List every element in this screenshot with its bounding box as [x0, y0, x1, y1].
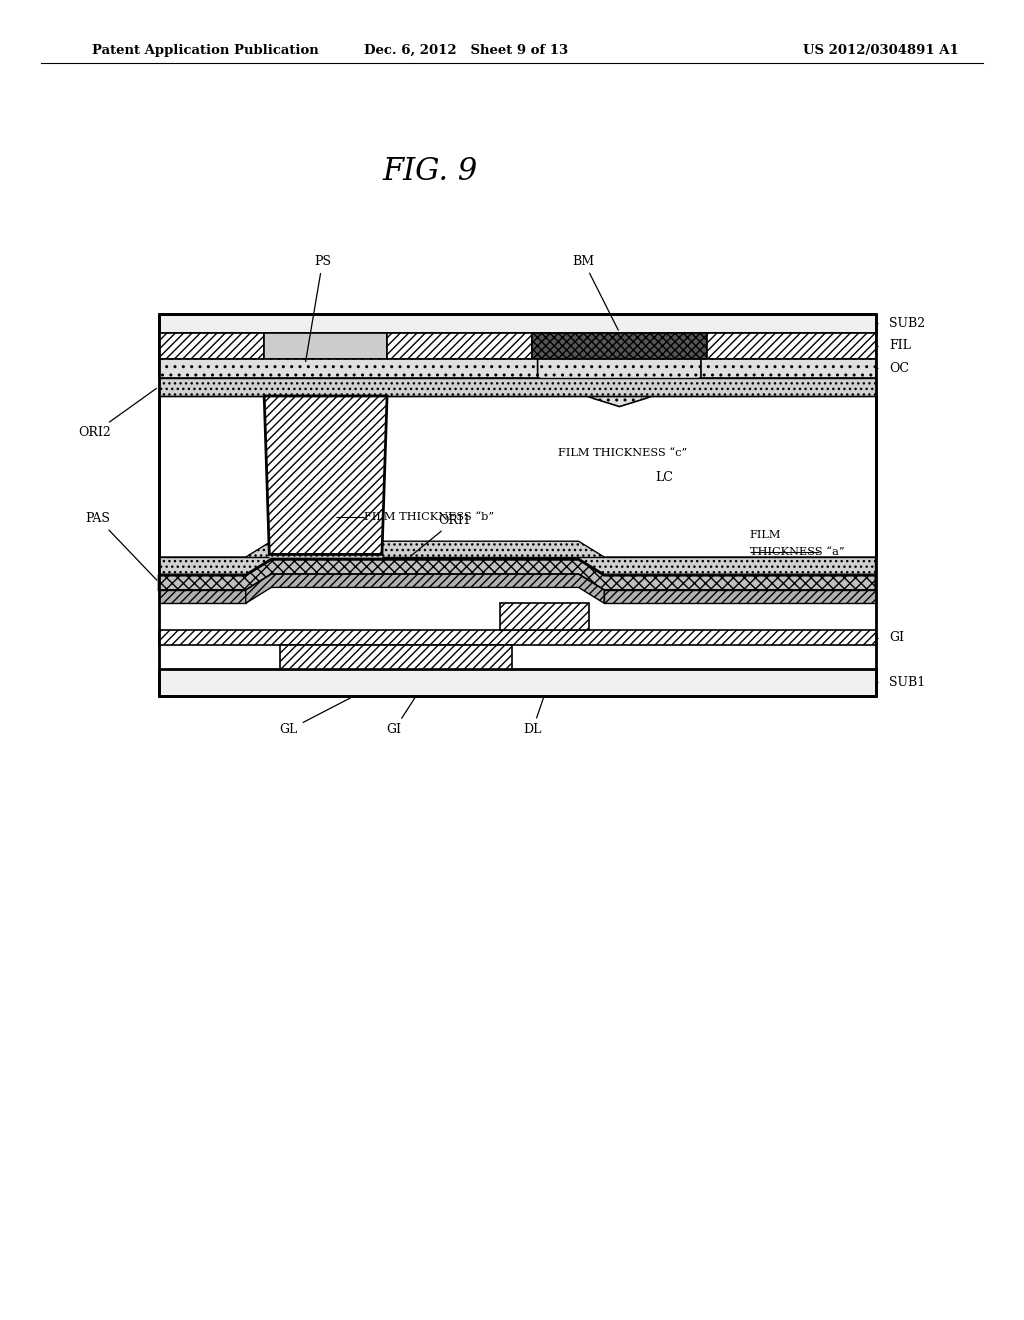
Text: PAS: PAS [86, 512, 157, 579]
Polygon shape [159, 378, 876, 396]
Polygon shape [280, 645, 512, 669]
Text: ORI1: ORI1 [412, 513, 471, 556]
Text: BM: BM [572, 255, 618, 330]
Polygon shape [159, 541, 876, 574]
Text: SUB2: SUB2 [889, 317, 925, 330]
Text: FIG. 9: FIG. 9 [382, 156, 478, 187]
Polygon shape [159, 669, 876, 696]
Polygon shape [159, 630, 876, 645]
Polygon shape [701, 359, 876, 378]
Text: GI: GI [387, 698, 415, 737]
Text: DL: DL [523, 698, 544, 737]
Text: Patent Application Publication: Patent Application Publication [92, 44, 318, 57]
Text: PS: PS [305, 255, 331, 362]
Polygon shape [159, 333, 264, 359]
Polygon shape [538, 359, 701, 407]
Text: FILM: FILM [750, 529, 781, 540]
Polygon shape [159, 590, 246, 603]
Polygon shape [387, 333, 532, 359]
Polygon shape [246, 574, 604, 603]
Text: FILM THICKNESS “b”: FILM THICKNESS “b” [364, 512, 494, 523]
Polygon shape [159, 314, 876, 333]
Text: LC: LC [655, 471, 673, 484]
Text: OC: OC [889, 362, 909, 375]
Polygon shape [532, 333, 707, 359]
Text: THICKNESS “a”: THICKNESS “a” [750, 546, 844, 557]
Text: Dec. 6, 2012   Sheet 9 of 13: Dec. 6, 2012 Sheet 9 of 13 [364, 44, 568, 57]
Text: FILM THICKNESS “c”: FILM THICKNESS “c” [558, 447, 687, 458]
Text: ORI2: ORI2 [78, 388, 157, 440]
Polygon shape [500, 603, 589, 630]
Text: SUB1: SUB1 [889, 676, 925, 689]
Polygon shape [604, 590, 876, 603]
Text: GL: GL [280, 697, 352, 737]
Polygon shape [707, 333, 876, 359]
Text: GI: GI [889, 631, 904, 644]
Text: FIL: FIL [889, 339, 910, 352]
Polygon shape [159, 359, 538, 378]
Polygon shape [264, 396, 387, 554]
Text: US 2012/0304891 A1: US 2012/0304891 A1 [803, 44, 958, 57]
Polygon shape [159, 560, 876, 590]
Polygon shape [264, 333, 387, 359]
